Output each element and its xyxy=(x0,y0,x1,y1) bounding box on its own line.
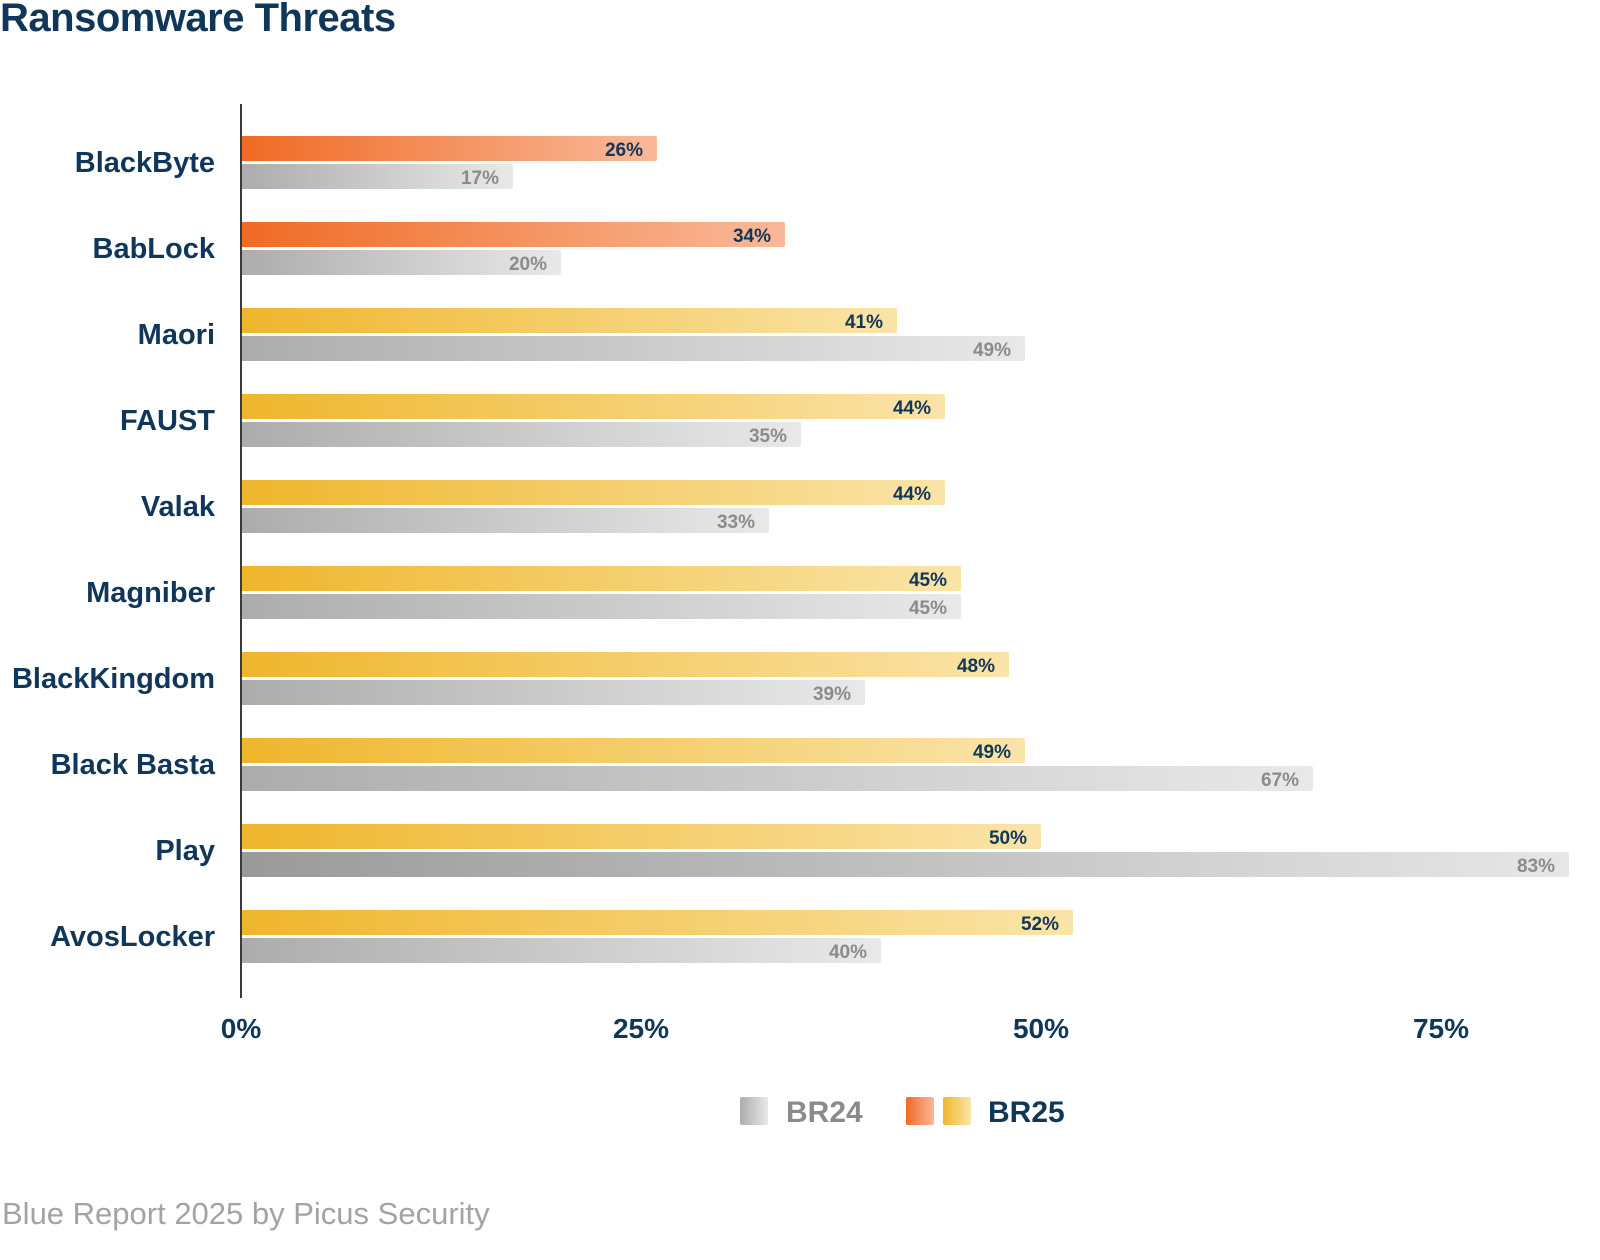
bar-br24 xyxy=(241,422,801,447)
bar-br24 xyxy=(241,594,961,619)
bar-br25 xyxy=(241,308,897,333)
legend-swatch-br25-yellow xyxy=(943,1097,971,1125)
x-tick-label: 50% xyxy=(1013,1013,1069,1044)
category-label: Valak xyxy=(141,491,216,523)
bar-br25 xyxy=(241,136,657,161)
bar-label-br24: 35% xyxy=(749,426,787,447)
x-tick-label: 75% xyxy=(1413,1013,1469,1044)
bar-label-br24: 17% xyxy=(461,168,499,189)
footer-credit: Blue Report 2025 by Picus Security xyxy=(2,1196,490,1231)
category-label: BabLock xyxy=(93,233,216,265)
bar-br24 xyxy=(241,852,1569,877)
category-label: BlackKingdom xyxy=(12,663,215,695)
x-tick-label: 0% xyxy=(221,1013,262,1044)
legend-label-br24: BR24 xyxy=(786,1096,863,1129)
bar-label-br24: 39% xyxy=(813,684,851,705)
legend-swatch-br24 xyxy=(740,1097,768,1125)
bar-label-br25: 45% xyxy=(909,570,947,591)
bar-label-br25: 49% xyxy=(973,742,1011,763)
bar-br25 xyxy=(241,652,1009,677)
bar-br25 xyxy=(241,394,945,419)
bar-label-br24: 67% xyxy=(1261,770,1299,791)
bar-label-br25: 26% xyxy=(605,140,643,161)
legend-label-br25: BR25 xyxy=(988,1096,1065,1129)
bar-label-br24: 83% xyxy=(1517,856,1555,877)
bar-br25 xyxy=(241,910,1073,935)
legend-swatch-br25-orange xyxy=(906,1097,934,1125)
bar-label-br25: 50% xyxy=(989,828,1027,849)
category-label: BlackByte xyxy=(75,147,215,179)
category-label: Magniber xyxy=(86,577,215,609)
category-label: Black Basta xyxy=(51,749,216,781)
bar-br24 xyxy=(241,938,881,963)
bar-label-br25: 48% xyxy=(957,656,995,677)
bars-group: 26% 17% 34% 20% 41% 49% 44% 35% 44% 33% 45% 45% 48% 3… xyxy=(241,136,1569,963)
bar-br24 xyxy=(241,508,769,533)
bar-br25 xyxy=(241,738,1025,763)
bar-label-br24: 45% xyxy=(909,598,947,619)
bar-label-br25: 34% xyxy=(733,226,771,247)
x-tick-label: 25% xyxy=(613,1013,669,1044)
bar-br24 xyxy=(241,336,1025,361)
bar-label-br25: 44% xyxy=(893,398,931,419)
legend: BR24 BR25 xyxy=(740,1096,1065,1129)
bar-br25 xyxy=(241,566,961,591)
bar-br24 xyxy=(241,766,1313,791)
category-label: FAUST xyxy=(120,405,215,437)
bar-label-br24: 20% xyxy=(509,254,547,275)
bar-label-br24: 40% xyxy=(829,942,867,963)
category-label: Maori xyxy=(138,319,215,351)
category-label: Play xyxy=(155,835,215,867)
bar-label-br25: 52% xyxy=(1021,914,1059,935)
bar-label-br25: 41% xyxy=(845,312,883,333)
bar-br24 xyxy=(241,680,865,705)
bar-label-br25: 44% xyxy=(893,484,931,505)
bar-label-br24: 33% xyxy=(717,512,755,533)
bar-br25 xyxy=(241,480,945,505)
bar-label-br24: 49% xyxy=(973,340,1011,361)
category-label: AvosLocker xyxy=(50,921,215,953)
bar-chart: 26% 17% 34% 20% 41% 49% 44% 35% 44% 33% 45% 45% 48% 3… xyxy=(12,104,1569,1129)
bar-br25 xyxy=(241,824,1041,849)
bar-br24 xyxy=(241,250,561,275)
x-tick-labels: 0% 25% 50% 75% xyxy=(221,1013,1469,1044)
bar-br24 xyxy=(241,164,513,189)
category-labels: BlackByte BabLock Maori FAUST Valak Magniber B… xyxy=(12,147,216,953)
chart-title: Ransomware Threats xyxy=(0,0,396,40)
bar-br25 xyxy=(241,222,785,247)
